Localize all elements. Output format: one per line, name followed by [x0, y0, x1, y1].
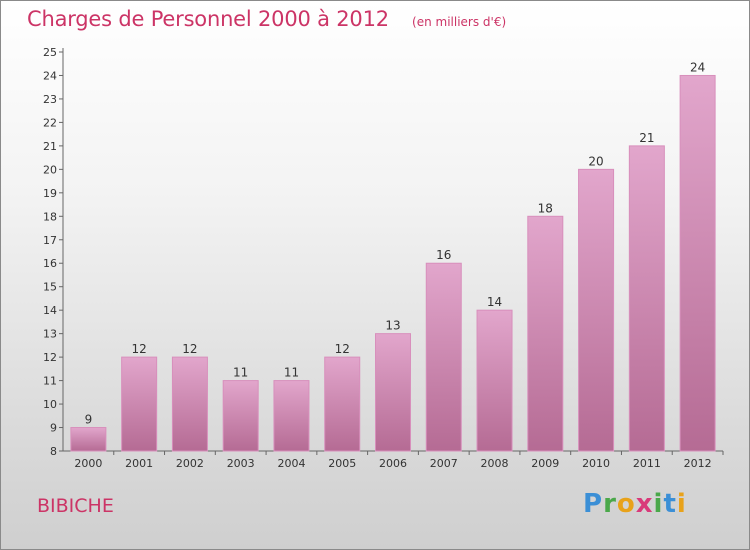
y-tick-label: 12: [43, 351, 57, 364]
y-tick-label: 9: [50, 422, 57, 435]
y-tick-label: 22: [43, 116, 57, 129]
data-label-2011: 21: [639, 131, 654, 145]
chart-title: Charges de Personnel 2000 à 2012: [27, 7, 389, 31]
data-label-2009: 18: [538, 201, 553, 215]
y-tick-label: 17: [43, 234, 57, 247]
bar-2004[interactable]: [273, 380, 310, 452]
data-label-2000: 9: [85, 413, 93, 427]
y-tick-label: 10: [43, 398, 57, 411]
x-tick-label: 2009: [531, 457, 559, 470]
bar-2000[interactable]: [70, 427, 107, 452]
data-label-2010: 20: [588, 154, 603, 168]
y-tick-label: 15: [43, 281, 57, 294]
data-label-2003: 11: [233, 366, 248, 380]
data-label-2007: 16: [436, 248, 451, 262]
bar-2011[interactable]: [628, 145, 665, 452]
data-label-2012: 24: [690, 60, 705, 74]
data-label-2005: 12: [335, 342, 350, 356]
y-tick-label: 16: [43, 257, 57, 270]
y-axis: 8 9 10 11 12 13 14 15 16 17 18 19 20 21 22 23 24 25: [43, 46, 64, 458]
bars: [70, 74, 716, 452]
x-tick-label: 2010: [582, 457, 610, 470]
x-tick-label: 2007: [430, 457, 458, 470]
x-tick-label: 2004: [277, 457, 305, 470]
data-label-2004: 11: [284, 366, 299, 380]
x-axis: 2000 2001 2002 2003 2004 2005 2006 2007 2008 2009…: [63, 450, 724, 470]
bar-2005[interactable]: [324, 356, 361, 452]
y-tick-label: 18: [43, 210, 57, 223]
bar-2003[interactable]: [222, 380, 259, 452]
bar-2001[interactable]: [121, 356, 158, 452]
x-tick-label: 2005: [328, 457, 356, 470]
x-tick-label: 2006: [379, 457, 407, 470]
y-tick-label: 25: [43, 46, 57, 59]
data-label-2002: 12: [182, 342, 197, 356]
bar-2008[interactable]: [476, 309, 513, 452]
bar-2002[interactable]: [171, 356, 208, 452]
y-tick-label: 8: [50, 445, 57, 458]
x-tick-label: 2003: [227, 457, 255, 470]
y-tick-label: 23: [43, 93, 57, 106]
y-tick-label: 20: [43, 163, 57, 176]
y-tick-label: 13: [43, 328, 57, 341]
bar-2006[interactable]: [375, 333, 411, 452]
x-tick-label: 2000: [74, 457, 102, 470]
data-label-2006: 13: [385, 319, 400, 333]
data-label-2001: 12: [132, 342, 147, 356]
x-tick-label: 2002: [176, 457, 204, 470]
x-tick-label: 2012: [684, 457, 712, 470]
x-tick-label: 2001: [125, 457, 153, 470]
data-label-2008: 14: [487, 295, 502, 309]
data-labels: 9 12 12 11 11 12 13 16 14 18 20 21 24: [85, 60, 706, 426]
title-row: Charges de Personnel 2000 à 2012 (en mil…: [27, 7, 506, 31]
chart-unit: (en milliers d'€): [412, 15, 507, 29]
bar-2007[interactable]: [425, 262, 462, 452]
x-tick-label: 2011: [633, 457, 661, 470]
x-tick-label: 2008: [481, 457, 509, 470]
proxiti-logo[interactable]: Proxiti: [583, 489, 687, 519]
y-tick-label: 21: [43, 140, 57, 153]
place-name: BIBICHE: [37, 495, 114, 517]
y-tick-label: 11: [43, 375, 57, 388]
y-tick-label: 19: [43, 187, 57, 200]
bar-2012[interactable]: [679, 74, 716, 452]
y-tick-label: 14: [43, 304, 57, 317]
bar-2010[interactable]: [578, 168, 615, 452]
bar-2009[interactable]: [527, 215, 564, 452]
y-tick-label: 24: [43, 69, 57, 82]
